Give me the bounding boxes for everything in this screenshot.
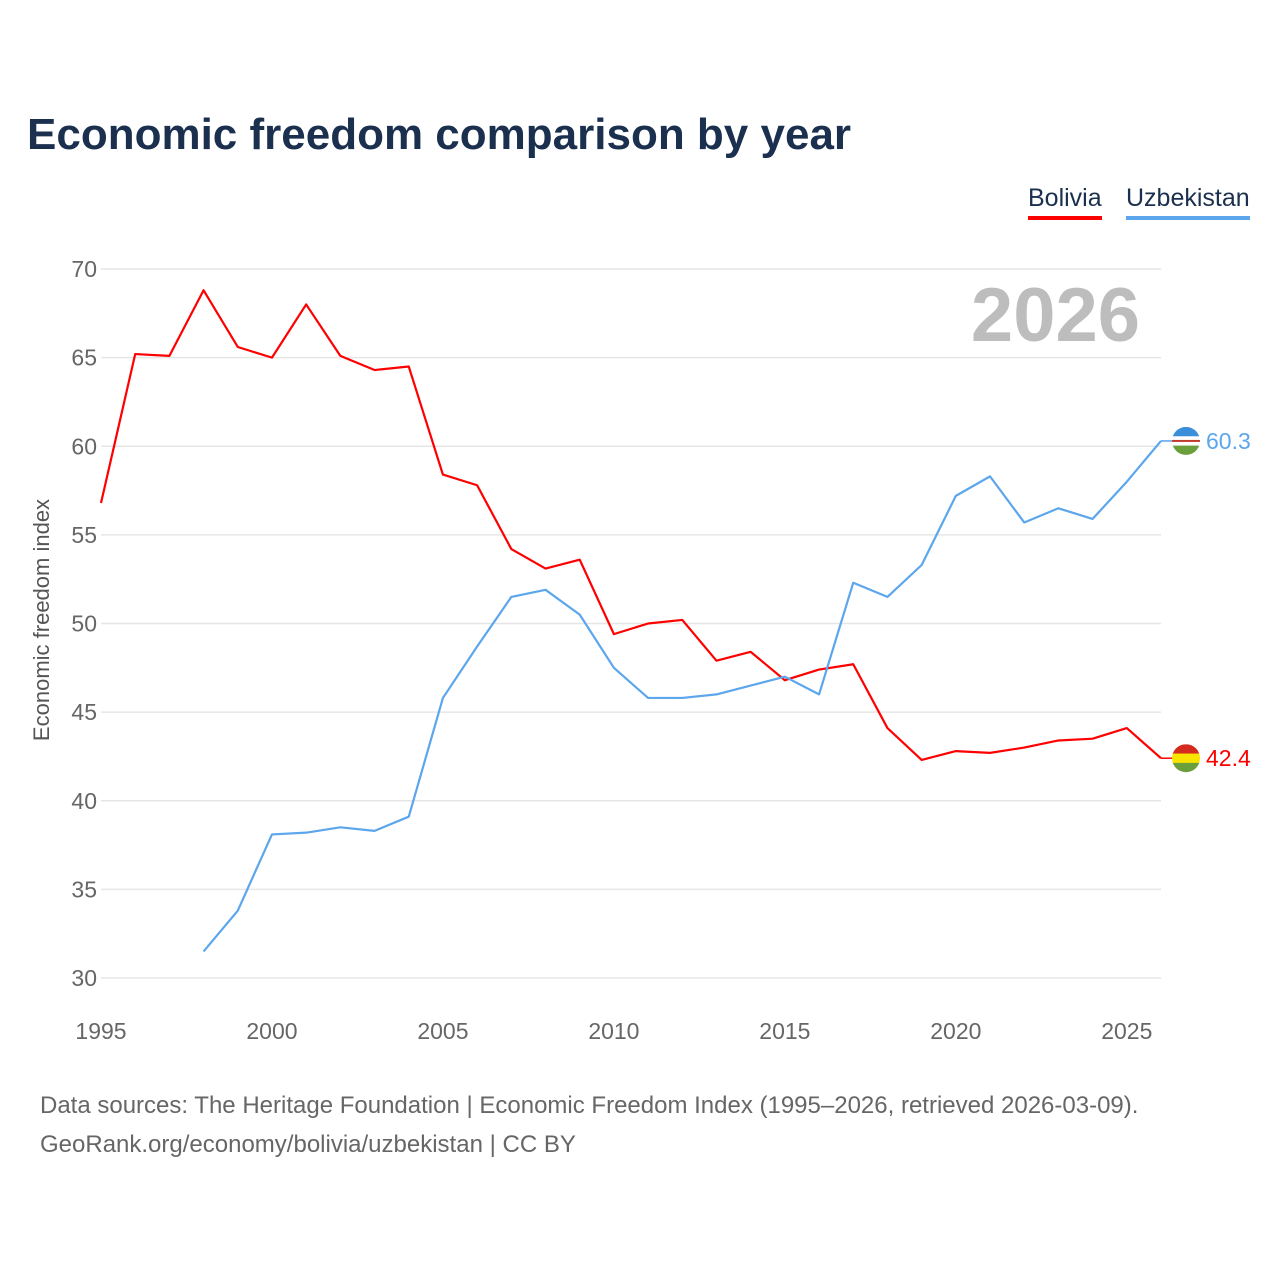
y-tick-label: 55 [71,522,97,548]
y-tick-label: 35 [71,876,97,902]
x-tick-label: 2005 [417,1018,468,1044]
x-tick-label: 2015 [759,1018,810,1044]
footer: Data sources: The Heritage Foundation | … [40,1086,1138,1164]
current-year-watermark: 2026 [970,273,1140,358]
data-source: Data sources: The Heritage Foundation | … [40,1092,1139,1119]
y-tick-label: 65 [71,345,97,371]
uzbekistan-flag-icon [1172,426,1200,455]
bolivia-flag-icon [1172,744,1200,773]
end-value-label: 42.4 [1206,745,1251,771]
legend-uzbekistan[interactable]: Uzbekistan [1126,184,1250,220]
x-tick-label: 2010 [588,1018,639,1044]
source-link[interactable]: GeoRank.org/economy/bolivia/uzbekistan |… [40,1131,576,1158]
series-line-bolivia [99,289,1162,762]
y-tick-label: 60 [71,433,97,459]
y-tick-label: 40 [71,788,97,814]
y-tick-label: 30 [71,965,97,991]
y-tick-label: 45 [71,699,97,725]
x-tick-label: 2000 [246,1018,297,1044]
series-line-uzbekistan [202,440,1162,953]
x-tick-label: 2025 [1101,1018,1152,1044]
x-tick-label: 1995 [75,1018,126,1044]
end-value-label: 60.3 [1206,428,1251,454]
chart-title: Economic freedom comparison by year [27,110,852,159]
legend-bolivia[interactable]: Bolivia [1028,184,1102,220]
y-tick-label: 50 [71,611,97,637]
x-tick-label: 2020 [930,1018,981,1044]
y-tick-label: 70 [71,256,97,282]
